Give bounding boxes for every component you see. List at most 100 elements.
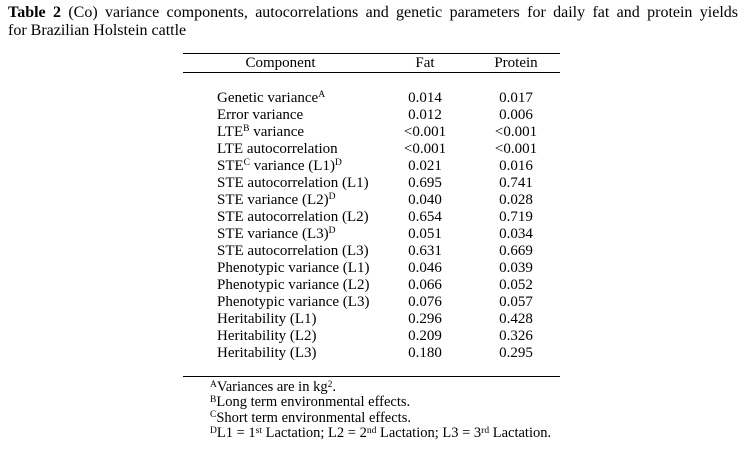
footnote: DL1 = 1st Lactation; L2 = 2nd Lactation;… (210, 424, 552, 441)
footnote: BLong term environmental effects. (210, 395, 551, 410)
text-run: STE autocorrelation (L1) (217, 174, 369, 191)
component-cell: Error variance (183, 107, 378, 124)
col-header-fat: Fat (415, 54, 435, 71)
text-run: Phenotypic variance (L3) (217, 293, 370, 310)
text-run: L1 = 1 (216, 424, 256, 441)
protein-value-cell: <0.001 (494, 140, 538, 157)
protein-value-cell: 0.052 (499, 276, 533, 293)
protein-value-cell: 0.428 (499, 310, 533, 327)
text-run: LTE autocorrelation (217, 140, 338, 157)
fat-value-cell: <0.001 (403, 123, 447, 140)
fat-value-cell: 0.021 (408, 157, 442, 174)
text-run: Phenotypic variance (L1) (217, 259, 370, 276)
protein-value-cell: 0.006 (499, 106, 533, 123)
fat-value-cell: 0.695 (408, 174, 442, 191)
superscript: D (328, 226, 336, 237)
protein-value-cell: 0.034 (499, 225, 533, 242)
table-row: Heritability (L3) 0.180 0.295 (183, 345, 560, 362)
protein-value-cell: 0.741 (499, 174, 533, 191)
component-cell: Heritability (L2) (183, 328, 378, 345)
component-cell: LTE autocorrelation (183, 141, 378, 158)
fat-value-cell: 0.209 (408, 327, 442, 344)
text-run: Error variance (217, 106, 304, 123)
fat-value-cell: 0.066 (408, 276, 442, 293)
component-cell: Genetic varianceA (183, 90, 378, 107)
header-row: Component Fat Protein (183, 54, 560, 73)
caption-line-1: Table 2 (Co) variance components, autoco… (8, 4, 738, 22)
component-cell: STE variance (L2)D (183, 192, 378, 209)
fat-value-cell: 0.631 (408, 242, 442, 259)
component-cell: LTEB variance (183, 124, 378, 141)
superscript: nd (366, 425, 377, 436)
table-row: Error variance 0.012 0.006 (183, 107, 560, 124)
table-header: Component Fat Protein (183, 54, 560, 73)
caption-line-2: for Brazilian Holstein cattle (8, 21, 187, 39)
superscript: D (210, 425, 217, 436)
superscript: C (243, 158, 251, 169)
spacer-row (183, 73, 560, 90)
text-run: Lactation. (489, 424, 552, 441)
fat-value-cell: 0.046 (408, 259, 442, 276)
fat-value-cell: 0.076 (408, 293, 442, 310)
fat-value-cell: 0.014 (408, 89, 442, 106)
table-row: STE autocorrelation (L3) 0.631 0.669 (183, 243, 560, 260)
caption-table-number: Table 2 (8, 4, 61, 21)
superscript: B (210, 395, 217, 406)
text-run: Short term environmental effects. (216, 409, 411, 426)
protein-value-cell: 0.057 (499, 293, 533, 310)
fat-value-cell: 0.654 (408, 208, 442, 225)
col-header-protein: Protein (494, 54, 538, 71)
fat-value-cell: 0.296 (408, 310, 442, 327)
text-run: STE variance (L2) (217, 191, 329, 208)
text-run: Long term environmental effects. (216, 394, 411, 411)
spacer-row (183, 362, 560, 377)
text-run: Heritability (L1) (217, 310, 317, 327)
component-cell: Heritability (L1) (183, 311, 378, 328)
table-row: LTEB variance <0.001 <0.001 (183, 124, 560, 141)
text-run: Variances are in kg (216, 379, 328, 395)
footnote: AVariances are in kg2. (210, 379, 551, 395)
table-row: Genetic varianceA 0.014 0.017 (183, 90, 560, 107)
table-row: STE variance (L3)D 0.051 0.034 (183, 226, 560, 243)
fat-value-cell: 0.180 (408, 344, 442, 361)
table-row: Phenotypic variance (L2) 0.066 0.052 (183, 277, 560, 294)
table-row: STE autocorrelation (L2) 0.654 0.719 (183, 209, 560, 226)
component-cell: Phenotypic variance (L2) (183, 277, 378, 294)
text-run: Phenotypic variance (L2) (217, 276, 370, 293)
protein-value-cell: 0.719 (499, 208, 533, 225)
superscript: B (243, 124, 250, 135)
component-cell: STEC variance (L1)D (183, 158, 378, 175)
component-cell: STE autocorrelation (L2) (183, 209, 378, 226)
protein-value-cell: 0.326 (499, 327, 533, 344)
text-run: variance (249, 123, 305, 140)
caption-text: (Co) variance components, autocorrelatio… (61, 4, 738, 21)
fat-value-cell: 0.040 (408, 191, 442, 208)
table-row: Heritability (L1) 0.296 0.428 (183, 311, 560, 328)
text-run: STE autocorrelation (L2) (217, 208, 369, 225)
text-run: Heritability (L3) (217, 344, 317, 361)
footnotes: AVariances are in kg2. BLong term environ… (210, 379, 552, 441)
superscript: D (328, 192, 336, 203)
table-row: STE autocorrelation (L1) 0.695 0.741 (183, 175, 560, 192)
superscript: A (210, 379, 217, 390)
fat-value-cell: <0.001 (403, 140, 447, 157)
superscript: A (318, 90, 326, 101)
protein-value-cell: 0.039 (499, 259, 533, 276)
table-row: Phenotypic variance (L3) 0.076 0.057 (183, 294, 560, 311)
fat-value-cell: 0.051 (408, 225, 442, 242)
protein-value-cell: 0.669 (499, 242, 533, 259)
component-cell: STE autocorrelation (L3) (183, 243, 378, 260)
protein-value-cell: 0.295 (499, 344, 533, 361)
protein-value-cell: 0.016 (499, 157, 533, 174)
fat-value-cell: 0.012 (408, 106, 442, 123)
component-cell: Phenotypic variance (L3) (183, 294, 378, 311)
superscript: rd (481, 425, 490, 436)
table-row: STE variance (L2)D 0.040 0.028 (183, 192, 560, 209)
col-header-component: Component (245, 54, 316, 71)
text-run: Genetic variance (217, 89, 319, 106)
text-run: Lactation; L3 = 3 (376, 424, 482, 441)
text-run: STE (217, 157, 244, 174)
protein-value-cell: <0.001 (494, 123, 538, 140)
text-run: variance (L1) (250, 157, 335, 174)
